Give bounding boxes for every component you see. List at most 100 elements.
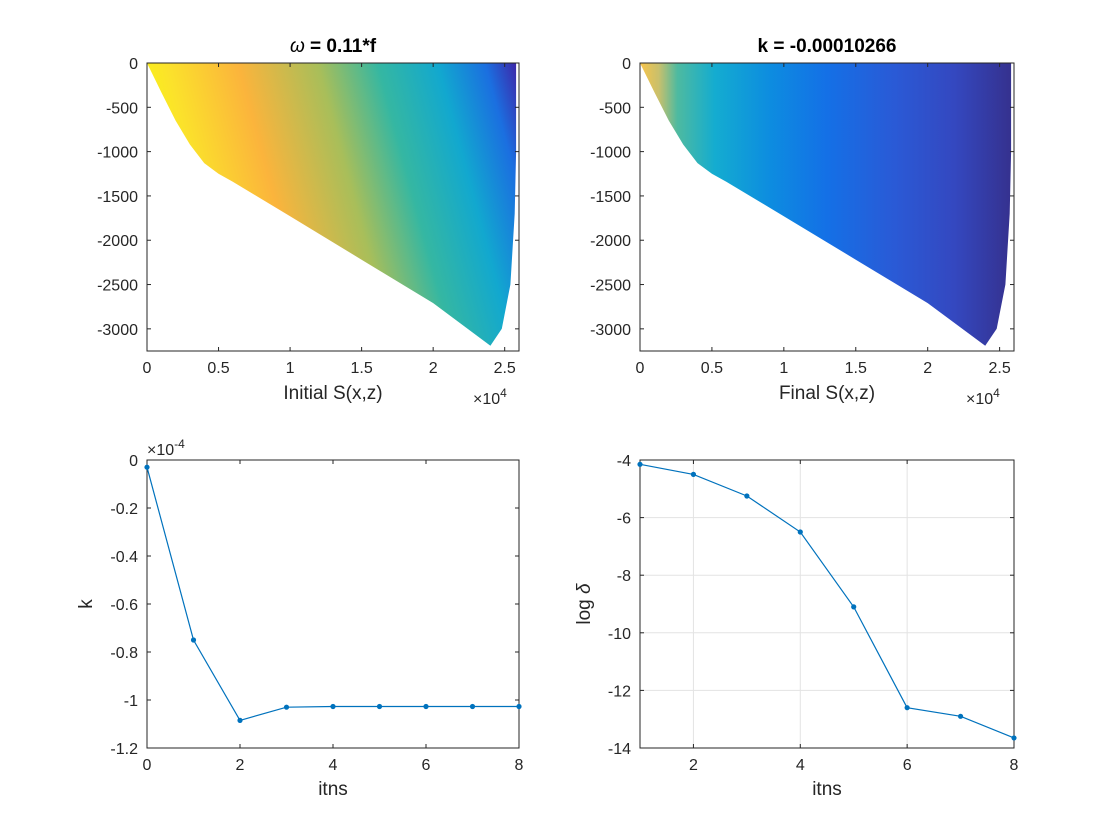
residual-point — [851, 604, 857, 610]
k-x-tick-label: 4 — [329, 757, 338, 774]
k-axes: 0 2 4 6 8 0 -0.2 -0.4 -0.6 -0.8 -1 -1.2 — [110, 453, 523, 774]
initial-x-tick-label: 1 — [286, 360, 295, 377]
k-y-tick-label: 0 — [129, 453, 138, 470]
final-x-exponent-power: 4 — [993, 386, 1000, 400]
initial-y-tick-label: -500 — [106, 100, 138, 117]
residual-axes: 2 4 6 8 -4 -6 -8 -10 -12 -14 — [608, 453, 1019, 774]
residual-grid — [640, 459, 1015, 749]
initial-x-exponent-base: ×10 — [473, 391, 500, 408]
initial-s-panel: ω = 0.11*f 0 0.5 1 1.5 2 2.5 0 -500 -1000 -1500 -2… — [97, 36, 520, 408]
initial-axes: 0 0.5 1 1.5 2 2.5 0 -500 -1000 -1500 -2000 -2500 -30… — [97, 56, 520, 377]
k-y-tick-label: -1.2 — [110, 741, 138, 758]
final-x-exponent: ×104 — [966, 386, 1000, 408]
final-x-axis-label: Final S(x,z) — [779, 383, 875, 404]
initial-x-axis-label: Initial S(x,z) — [283, 383, 382, 404]
residual-x-tick-label: 8 — [1010, 757, 1019, 774]
final-x-tick-label: 1.5 — [845, 360, 867, 377]
residual-y-tick-label: -8 — [617, 568, 631, 585]
k-x-tick-label: 6 — [422, 757, 431, 774]
final-y-tick-label: -1500 — [590, 189, 631, 206]
k-y-exponent-power: -4 — [174, 437, 185, 451]
k-point — [330, 703, 336, 710]
residual-y-tick-label: -10 — [608, 626, 631, 643]
initial-x-tick-label: 0.5 — [207, 360, 229, 377]
initial-x-exponent: ×104 — [473, 386, 507, 408]
final-panel-title: k = -0.00010266 — [758, 36, 897, 57]
k-point — [144, 464, 150, 470]
final-x-tick-label: 0.5 — [701, 360, 723, 377]
initial-y-tick-label: -3000 — [97, 322, 138, 339]
k-y-tick-label: -0.2 — [110, 501, 138, 518]
initial-x-tick-label: 2.5 — [494, 360, 516, 377]
residual-y-tick-label: -12 — [608, 683, 631, 700]
residual-x-tick-label: 4 — [796, 757, 805, 774]
residual-x-tick-label: 6 — [903, 757, 912, 774]
initial-x-tick-label: 2 — [429, 360, 438, 377]
final-x-tick-label: 2.5 — [988, 360, 1010, 377]
k-x-axis-label: itns — [318, 779, 348, 800]
residual-point — [690, 471, 697, 477]
residual-panel: 2 4 6 8 -4 -6 -8 -10 -12 -14 itns log δ — [574, 453, 1019, 800]
final-y-tick-label: -3000 — [590, 322, 631, 339]
omega-symbol: ω — [290, 36, 305, 57]
residual-y-axis-label: log δ — [574, 583, 595, 625]
initial-y-tick-label: -2500 — [97, 278, 138, 295]
residual-x-tick-label: 2 — [689, 757, 698, 774]
k-x-tick-label: 8 — [515, 757, 524, 774]
k-point — [376, 703, 383, 710]
initial-x-tick-label: 0 — [143, 360, 152, 377]
k-y-tick-label: -0.8 — [110, 645, 138, 662]
k-y-tick-label: -0.6 — [110, 597, 138, 614]
residual-y-tick-label: -6 — [617, 511, 631, 528]
residual-point — [637, 461, 643, 467]
k-y-exponent-base: ×10 — [147, 442, 174, 459]
k-point — [237, 717, 243, 724]
initial-x-tick-label: 1.5 — [350, 360, 372, 377]
k-point — [423, 703, 429, 710]
initial-title-text: = 0.11*f — [305, 36, 377, 57]
initial-panel-title: ω = 0.11*f — [290, 36, 377, 57]
final-y-tick-label: -2500 — [590, 278, 631, 295]
final-y-tick-label: -2000 — [590, 233, 631, 250]
initial-s-colormap-region — [147, 63, 517, 346]
delta-symbol: δ — [574, 583, 595, 594]
residual-point — [904, 705, 910, 711]
initial-y-tick-label: -2000 — [97, 233, 138, 250]
k-y-tick-label: -0.4 — [110, 549, 138, 566]
initial-x-exponent-power: 4 — [500, 386, 507, 400]
final-y-tick-label: -1000 — [590, 145, 631, 162]
final-x-exponent-base: ×10 — [966, 391, 993, 408]
final-y-tick-label: -500 — [599, 100, 631, 117]
residual-point — [797, 529, 803, 535]
k-y-axis-label: k — [76, 599, 97, 609]
residual-series — [637, 461, 1017, 741]
final-x-tick-label: 1 — [779, 360, 788, 377]
initial-axes-box — [146, 62, 520, 352]
initial-y-tick-label: -1500 — [97, 189, 138, 206]
final-x-tick-label: 2 — [923, 360, 932, 377]
final-x-tick-label: 0 — [636, 360, 645, 377]
k-x-tick-label: 0 — [143, 757, 152, 774]
final-y-tick-label: 0 — [622, 56, 631, 73]
final-axes-box — [639, 62, 1015, 352]
k-series — [144, 464, 522, 724]
k-y-tick-label: -1 — [124, 693, 138, 710]
k-point — [469, 703, 476, 710]
initial-y-tick-label: -1000 — [97, 145, 138, 162]
k-y-exponent: ×10-4 — [147, 437, 185, 459]
residual-axes-box — [639, 459, 1015, 749]
residual-point — [957, 713, 964, 719]
k-line — [146, 467, 519, 722]
final-s-panel: k = -0.00010266 0 0.5 1 1.5 2 2.5 0 -500 -1000 -1… — [590, 36, 1015, 408]
k-point — [190, 637, 197, 643]
residual-y-label-prefix: log — [574, 594, 595, 625]
initial-y-tick-label: 0 — [129, 56, 138, 73]
k-convergence-panel: 0 2 4 6 80-0.2-0.4-0.6-0.8-1-1.2 ×10-4 itns … — [76, 437, 524, 800]
residual-point — [1011, 735, 1017, 741]
residual-y-tick-label: -14 — [608, 741, 631, 758]
residual-line — [639, 463, 1015, 739]
k-point — [516, 703, 522, 710]
k-x-tick-label: 2 — [236, 757, 245, 774]
residual-y-tick-label: -4 — [617, 453, 631, 470]
